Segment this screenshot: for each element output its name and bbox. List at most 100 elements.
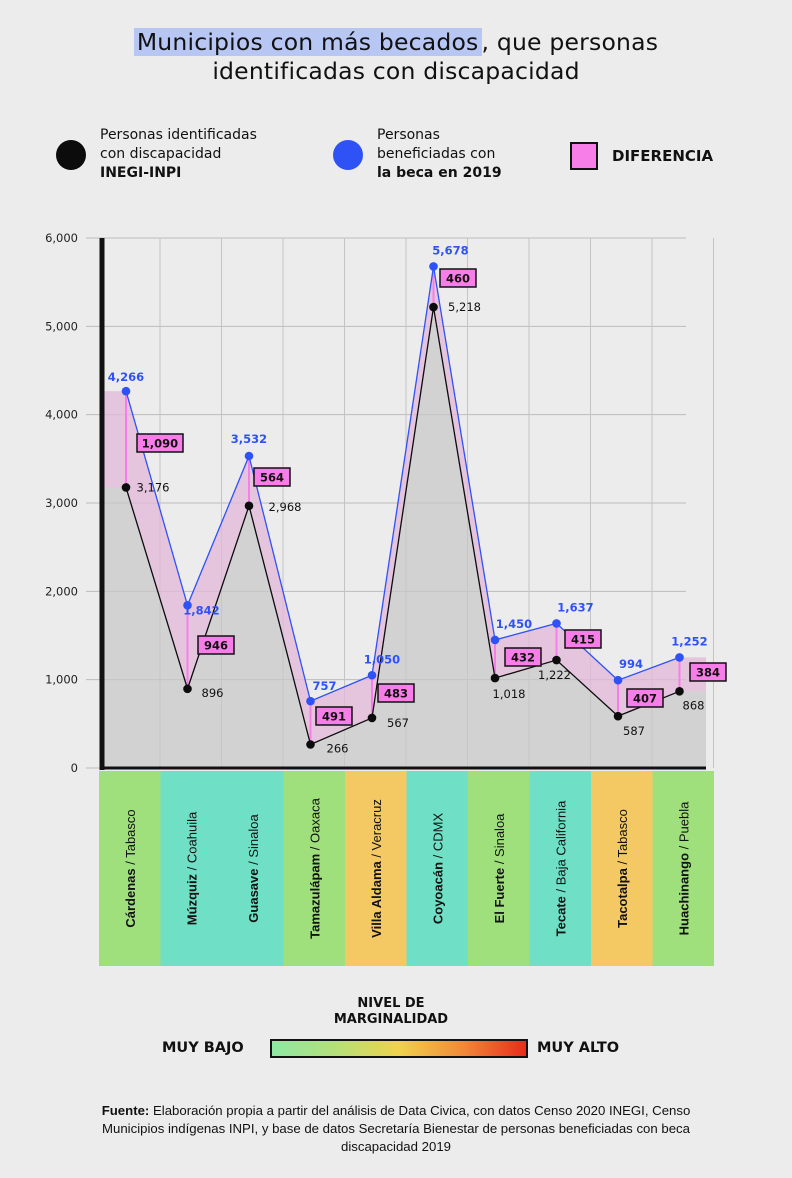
beca-data-label: 1,050 [364, 652, 400, 666]
beca-point [306, 696, 315, 706]
difference-label: 946 [204, 639, 228, 653]
chart-title: Municipios con más becados, que personas… [0, 28, 792, 86]
category-label: Coyoacán / CDMX [430, 813, 445, 925]
category-label: Múzquiz / Coahuila [184, 811, 199, 925]
y-tick-label: 5,000 [45, 319, 78, 333]
beca-data-label: 5,678 [432, 243, 468, 257]
scale-title-line2: MARGINALIDAD [333, 1012, 449, 1027]
legend-diferencia: DIFERENCIA [570, 142, 713, 170]
inegi-data-label: 2,968 [269, 500, 302, 514]
legend-beca-line3: la beca en 2019 [377, 165, 502, 181]
legend-beca: Personas beneficiadas con la beca en 201… [333, 126, 502, 183]
category-state: / Puebla [676, 801, 691, 853]
marginalidad-gradient-bar [270, 1039, 528, 1058]
title-highlight: Municipios con más becados [133, 28, 482, 56]
category-cell [222, 771, 284, 966]
difference-label: 432 [511, 651, 535, 665]
legend-inegi-line2: con discapacidad [100, 146, 222, 162]
category-name: Múzquiz [184, 873, 199, 925]
category-label: Huachinango / Puebla [676, 801, 691, 935]
beca-point [613, 675, 623, 685]
category-label: Tacotalpa / Tabasco [615, 809, 630, 928]
beca-point [244, 451, 254, 461]
category-cell [529, 771, 591, 966]
inegi-point [306, 740, 315, 749]
category-label: Tecate / Baja California [553, 800, 568, 936]
category-name: Coyoacán [430, 862, 445, 924]
inegi-point [490, 673, 500, 683]
legend-inegi-dot-icon [56, 139, 86, 170]
beca-data-label: 757 [312, 679, 336, 693]
category-state: / Tabasco [615, 809, 630, 868]
beca-data-label: 1,450 [496, 617, 532, 631]
inegi-data-label: 587 [623, 724, 645, 738]
beca-point [429, 262, 438, 271]
category-cell [406, 771, 468, 966]
category-name: Tamazulápam [307, 854, 322, 939]
beca-line [125, 266, 680, 703]
scale-title-line1: NIVEL DE [357, 996, 425, 1011]
legend-diff-swatch-icon [570, 142, 598, 170]
category-name: Cárdenas [123, 868, 138, 927]
title-line2: identificadas con discapacidad [212, 57, 580, 85]
inegi-area [102, 307, 706, 768]
category-cell [591, 771, 653, 966]
beca-data-label: 4,266 [108, 370, 144, 384]
beca-data-label: 1,637 [557, 600, 593, 614]
beca-data-label: 3,532 [231, 432, 267, 446]
inegi-point [183, 684, 192, 694]
title-rest: , que personas [481, 28, 659, 56]
category-label: Cárdenas / Tabasco [123, 809, 138, 927]
category-state: / Sinaloa [246, 814, 261, 869]
y-tick-label: 3,000 [45, 496, 78, 510]
category-state: / Coahuila [184, 811, 199, 874]
difference-label: 1,090 [142, 437, 178, 451]
source-note: Fuente: Elaboración propia a partir del … [90, 1102, 702, 1156]
inegi-point [244, 501, 254, 511]
y-tick-label: 4,000 [45, 408, 78, 422]
category-label: Tamazulápam / Oaxaca [307, 797, 322, 938]
category-state: / Oaxaca [307, 797, 322, 853]
source-text: Elaboración propia a partir del análisis… [102, 1103, 691, 1154]
beca-point [367, 670, 377, 680]
difference-box [315, 706, 353, 726]
difference-box [626, 688, 664, 708]
difference-label: 564 [260, 471, 284, 485]
y-tick-label: 2,000 [45, 584, 78, 598]
category-state: / Veracruz [369, 799, 384, 861]
legend-inegi: Personas identificadas con discapacidad … [56, 126, 257, 183]
beca-point [552, 619, 561, 628]
difference-label: 384 [696, 666, 720, 680]
inegi-point [552, 655, 561, 665]
legend-beca-dot-icon [333, 139, 363, 170]
category-state: / Sinaloa [492, 813, 507, 868]
y-tick-label: 6,000 [45, 231, 78, 245]
legend-inegi-line3: INEGI-INPI [100, 165, 182, 181]
inegi-data-label: 567 [387, 716, 409, 730]
category-name: Guasave [246, 869, 261, 923]
category-name: Tacotalpa [615, 867, 630, 927]
y-tick-label: 1,000 [45, 673, 78, 687]
difference-box [439, 268, 477, 288]
category-name: Tecate [553, 896, 568, 936]
inegi-line [125, 306, 680, 746]
y-tick-label: 0 [71, 761, 78, 775]
difference-box [253, 467, 291, 487]
inegi-data-label: 896 [202, 686, 224, 700]
beca-data-label: 1,252 [671, 634, 707, 648]
category-state: / Baja California [553, 800, 568, 896]
difference-box [689, 662, 727, 682]
beca-point [183, 600, 192, 610]
difference-box [197, 635, 235, 655]
inegi-data-label: 3,176 [137, 480, 170, 494]
category-state: / Tabasco [123, 809, 138, 868]
legend-diff-label: DIFERENCIA [612, 147, 714, 165]
category-cell [283, 771, 345, 966]
category-cell [652, 771, 714, 966]
beca-point [490, 635, 500, 645]
source-label: Fuente: [101, 1103, 150, 1118]
inegi-data-label: 5,218 [448, 300, 481, 314]
difference-box [136, 433, 184, 453]
category-cell [160, 771, 222, 966]
